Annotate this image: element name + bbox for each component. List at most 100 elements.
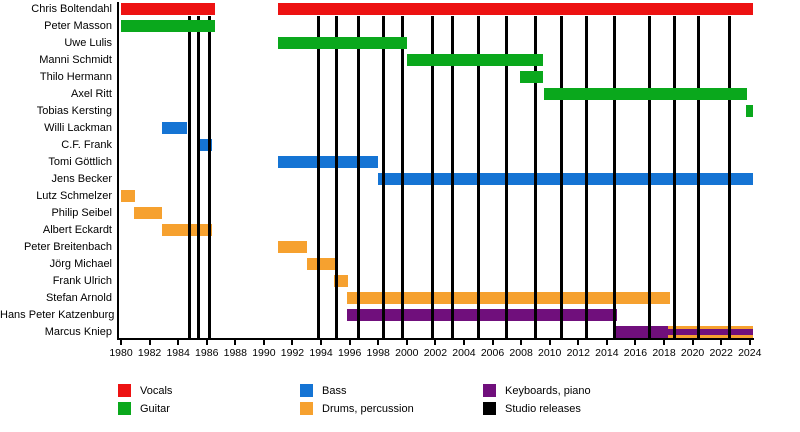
studio-release-line: [505, 16, 508, 338]
x-axis-tick-label: 2006: [480, 347, 505, 359]
member-label: Lutz Schmelzer: [36, 190, 112, 202]
drums-bar: [133, 207, 163, 219]
x-axis-tick-label: 1982: [137, 347, 162, 359]
member-label: Albert Eckardt: [42, 224, 112, 236]
studio-release-line: [317, 16, 320, 338]
member-label: Manni Schmidt: [39, 54, 112, 66]
member-label: Axel Ritt: [71, 88, 112, 100]
x-axis-tick-label: 2002: [423, 347, 448, 359]
studio-release-line: [613, 16, 616, 338]
x-axis-tick: [691, 340, 694, 345]
drums-bar: [306, 258, 336, 270]
studio-release-line: [335, 16, 338, 338]
x-axis-tick-label: 2008: [509, 347, 533, 359]
bass-bar: [162, 122, 187, 134]
vocals-bar: [121, 3, 216, 15]
x-axis-tick-label: 1984: [166, 347, 190, 359]
x-axis-tick: [148, 340, 151, 345]
studio-release-line: [560, 16, 563, 338]
x-axis-tick-label: 2018: [652, 347, 676, 359]
studio-release-line: [208, 16, 211, 338]
x-axis-tick: [434, 340, 437, 345]
bass-bar: [278, 156, 379, 168]
guitar-bar: [406, 54, 543, 66]
x-axis-tick: [720, 340, 723, 345]
x-axis-tick: [491, 340, 494, 345]
member-label: Jens Becker: [51, 173, 112, 185]
x-axis-tick: [177, 340, 180, 345]
x-axis-tick: [520, 340, 523, 345]
studio-release-line: [697, 16, 700, 338]
keyboards-bar: [616, 326, 669, 338]
member-label: Marcus Kniep: [44, 326, 112, 338]
member-label: Tobias Kersting: [36, 105, 112, 117]
member-label: Stefan Arnold: [45, 292, 112, 304]
member-label: Philip Seibel: [51, 207, 112, 219]
studio-release-line: [585, 16, 588, 338]
x-axis-tick-label: 2014: [595, 347, 619, 359]
x-axis-tick-label: 2012: [566, 347, 590, 359]
guitar-bar: [278, 37, 407, 49]
legend-swatch-keyboards: [483, 384, 496, 397]
x-axis-tick-label: 1990: [252, 347, 276, 359]
x-axis-tick-label: 1992: [280, 347, 305, 359]
x-axis-tick-label: 1986: [195, 347, 219, 359]
legend-swatch-guitar: [118, 402, 131, 415]
x-axis-tick: [663, 340, 666, 345]
studio-release-line: [188, 16, 191, 338]
studio-release-line: [728, 16, 731, 338]
studio-release-line: [382, 16, 385, 338]
member-label: C.F. Frank: [61, 139, 112, 151]
vocals-bar: [278, 3, 753, 15]
x-axis-tick-label: 1998: [366, 347, 390, 359]
x-axis-tick: [234, 340, 237, 345]
studio-release-line: [534, 16, 537, 338]
x-axis-tick-label: 1994: [309, 347, 333, 359]
bass-bar: [378, 173, 753, 185]
member-label: Thilo Hermann: [39, 71, 112, 83]
legend-swatch-drums: [300, 402, 313, 415]
x-axis-tick: [405, 340, 408, 345]
x-axis-tick: [377, 340, 380, 345]
x-axis-tick: [262, 340, 265, 345]
drums-bar: [278, 241, 307, 253]
x-axis-tick: [548, 340, 551, 345]
x-axis-tick: [205, 340, 208, 345]
x-axis-tick: [748, 340, 751, 345]
member-label: Frank Ulrich: [52, 275, 112, 287]
x-axis-tick: [462, 340, 465, 345]
guitar-bar: [543, 88, 747, 100]
studio-release-line: [401, 16, 404, 338]
x-axis-tick-label: 1988: [223, 347, 247, 359]
legend-label-bass: Bass: [322, 385, 347, 397]
guitar-bar: [746, 105, 753, 117]
x-axis-tick-label: 2024: [738, 347, 762, 359]
x-axis-tick: [605, 340, 608, 345]
guitar-bar: [519, 71, 543, 83]
member-label: Jörg Michael: [49, 258, 112, 270]
member-label: Peter Masson: [44, 20, 112, 32]
guitar-bar: [121, 20, 216, 32]
member-label: Chris Boltendahl: [31, 3, 112, 15]
x-axis-tick-label: 2022: [709, 347, 733, 359]
member-label: Uwe Lulis: [64, 37, 112, 49]
x-axis-tick-label: 2004: [452, 347, 476, 359]
member-label: Willi Lackman: [44, 122, 112, 134]
x-axis-line: [117, 338, 755, 340]
legend-label-keyboards: Keyboards, piano: [505, 385, 591, 397]
x-axis-tick: [634, 340, 637, 345]
keyboards-bar: [346, 309, 617, 321]
legend-label-vocals: Vocals: [140, 385, 173, 397]
x-axis-tick: [291, 340, 294, 345]
studio-release-line: [673, 16, 676, 338]
keyboards-stripe-bar: [668, 329, 753, 335]
studio-release-line: [197, 16, 200, 338]
x-axis-tick-label: 1980: [109, 347, 133, 359]
member-label: Hans Peter Katzenburg: [0, 309, 115, 321]
x-axis-tick: [577, 340, 580, 345]
x-axis-tick-label: 1996: [337, 347, 362, 359]
legend-swatch-bass: [300, 384, 313, 397]
legend-label-drums: Drums, percussion: [322, 403, 414, 415]
x-axis-tick: [120, 340, 122, 345]
legend-swatch-vocals: [118, 384, 131, 397]
